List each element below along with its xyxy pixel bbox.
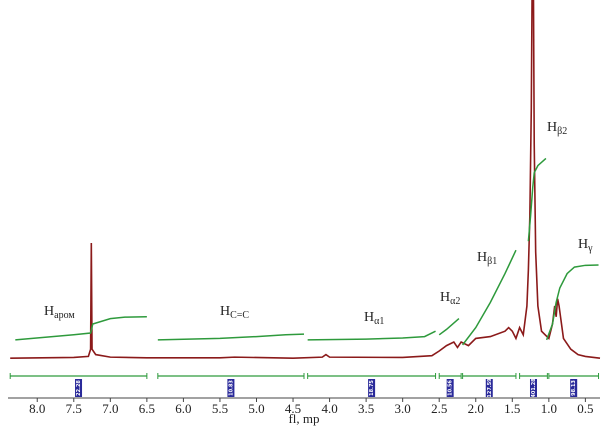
peak-label-sub: аром [54,310,75,321]
integral-value: 10.56 [448,380,454,396]
peak-label-sub: α1 [374,316,384,327]
integral-box [485,379,493,397]
peak-label: Hβ2 [547,120,567,137]
integral-box [368,379,376,397]
integral-value: 22.28 [76,380,82,396]
integral-box [570,379,578,397]
integral-box [227,379,235,397]
integral-box [75,379,83,397]
peak-label-sub: β2 [557,126,567,137]
x-tick-label: 5.0 [248,401,264,416]
series-line [15,157,599,346]
x-tick-label: 6.5 [139,401,155,416]
peak-label-base: H [547,120,557,135]
series-line [10,0,601,360]
x-tick-label: 7.5 [66,401,82,416]
peak-label: Hα2 [440,290,460,307]
peak-label-base: H [220,304,230,319]
x-tick-label: 3.0 [395,401,411,416]
peak-label-base: H [440,290,450,305]
peak-label: Hаром [44,304,75,321]
x-tick-label: 1.0 [541,401,557,416]
peak-label-base: H [44,304,54,319]
x-tick-label: 4.0 [321,401,337,416]
peak-label: Hγ [578,237,593,254]
peak-label-base: H [364,310,374,325]
x-tick-label: 2.5 [431,401,447,416]
x-tick-label: 2.0 [468,401,484,416]
integral-value: 127.59 [487,378,493,398]
integral-box [446,379,454,397]
peak-label-sub: β1 [487,256,497,267]
peak-label-base: H [477,250,487,265]
peak-label: HC=C [220,304,249,321]
integral-value: 98.13 [571,380,577,396]
x-tick-label: 7.0 [102,401,118,416]
integral-value: 18.75 [369,380,375,396]
x-tick-label: 6.0 [175,401,191,416]
x-tick-label: 1.5 [504,401,520,416]
peak-label-sub: C=C [230,310,249,321]
peak-label: Hα1 [364,310,384,327]
peak-label-base: H [578,237,588,252]
integral-value: 401.28 [531,378,537,398]
x-axis-label: fl, mp [288,411,319,426]
x-tick-label: 3.5 [358,401,374,416]
x-tick-label: 0.5 [577,401,593,416]
x-tick-label: 8.0 [29,401,45,416]
peak-label: Hβ1 [477,250,497,267]
integral-box [529,379,537,397]
x-tick-label: 4.5 [285,401,301,416]
peak-label-sub: γ [587,243,593,254]
peak-label-sub: α2 [450,296,460,307]
x-tick-label: 5.5 [212,401,228,416]
integral-value: 10.83 [228,380,234,396]
